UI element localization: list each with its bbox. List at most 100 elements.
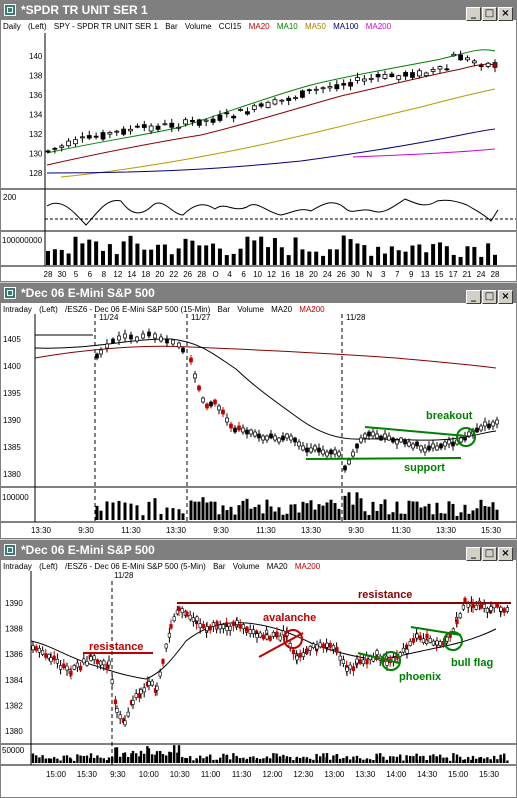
volume-bar <box>265 756 269 763</box>
time-tick-label: 13:30 <box>31 526 52 535</box>
volume-bar <box>379 504 383 520</box>
volume-bar <box>245 758 249 763</box>
volume-bar <box>266 247 271 265</box>
price-bar-body <box>231 115 237 119</box>
price-bar-body <box>277 437 281 443</box>
price-bar-body <box>86 135 92 139</box>
volume-bar <box>165 507 169 520</box>
price-bar-body <box>265 435 269 441</box>
time-tick-label: 13:30 <box>301 526 322 535</box>
close-button[interactable]: × <box>498 547 513 561</box>
volume-bar <box>115 747 119 763</box>
price-bar-body <box>162 123 168 126</box>
price-bar-body <box>321 643 326 649</box>
volume-bar <box>255 757 259 763</box>
volume-bar <box>128 235 133 265</box>
price-bar-body <box>221 409 225 415</box>
ma200-label: MA200 <box>294 562 321 571</box>
price-bar-body <box>203 119 209 122</box>
price-bar-body <box>499 606 503 612</box>
price-bar-body <box>285 433 289 439</box>
price-bar-body <box>79 136 85 139</box>
price-bar-body <box>213 399 217 405</box>
date-tick-label: 4 <box>227 270 232 279</box>
price-bar-body <box>471 60 477 64</box>
volume-bar <box>281 514 285 520</box>
price-bar-body <box>313 445 317 451</box>
volume-bar <box>65 755 69 763</box>
es-5min-chart-window[interactable]: *Dec 06 E-Mini S&P 500 _ □ × Intraday (Lef… <box>0 540 517 798</box>
window-titlebar[interactable]: *SPDR TR UNIT SER 1 _ □ × <box>1 1 516 21</box>
price-bar-body <box>258 103 264 107</box>
minimize-button[interactable]: _ <box>466 7 481 21</box>
price-bar-body <box>415 633 419 639</box>
price-bar-body <box>217 114 223 121</box>
volume-bar <box>467 513 471 520</box>
volume-bar <box>317 504 321 520</box>
price-bar-body <box>391 437 395 443</box>
price-bar-body <box>301 652 306 657</box>
volume-bar <box>403 251 408 265</box>
price-bar-body <box>281 630 286 636</box>
price-tick-label: 140 <box>29 52 43 61</box>
volume-bar <box>135 505 139 520</box>
es5-chart-area[interactable]: 11/28 1390 1388 1386 1384 1382 1380 50000 res… <box>1 541 516 797</box>
close-button[interactable]: × <box>498 290 513 304</box>
price-tick-label: 1395 <box>3 389 21 398</box>
resistance-left-label: resistance <box>89 641 143 653</box>
breakout-circle <box>456 427 476 447</box>
price-bar-body <box>93 135 99 138</box>
volume-bar <box>217 248 222 265</box>
minimize-button[interactable]: _ <box>466 290 481 304</box>
volume-bar <box>185 758 189 763</box>
volume-tick-label: 50000 <box>2 746 25 755</box>
price-bar-body <box>235 620 239 625</box>
price-bar-body <box>437 66 443 70</box>
window-titlebar[interactable]: *Dec 06 E-Mini S&P 500 _ □ × <box>1 284 516 304</box>
date-tick-label: 26 <box>337 270 346 279</box>
date-tick-label: 18 <box>141 270 150 279</box>
volume-bar <box>387 514 391 520</box>
es-15min-chart-window[interactable]: *Dec 06 E-Mini S&P 500 _ □ × Intraday (Lef… <box>0 283 517 539</box>
volume-bar <box>229 759 232 763</box>
price-bar-body <box>59 145 65 148</box>
maximize-button[interactable]: □ <box>482 547 497 561</box>
minimize-button[interactable]: _ <box>466 547 481 561</box>
volume-bar <box>483 506 487 520</box>
volume-bar <box>142 249 147 265</box>
volume-bar <box>499 758 503 763</box>
price-bar-body <box>478 65 484 67</box>
price-bar-body <box>365 659 369 665</box>
volume-bar <box>285 756 289 763</box>
window-titlebar[interactable]: *Dec 06 E-Mini S&P 500 _ □ × <box>1 541 516 561</box>
price-bar-body <box>113 699 117 705</box>
date-tick-label: 14 <box>127 270 136 279</box>
volume-bar <box>371 501 375 520</box>
price-bar-body <box>268 636 272 641</box>
price-bar-body <box>225 626 229 631</box>
volume-bar <box>269 506 273 520</box>
volume-bar <box>232 753 235 763</box>
volume-bar <box>190 240 195 265</box>
price-bar-body <box>471 603 475 608</box>
price-bar-body <box>221 624 226 629</box>
price-bar-body <box>430 69 436 72</box>
price-bar-body <box>333 449 337 455</box>
volume-bar <box>463 759 467 763</box>
volume-bar <box>261 513 265 520</box>
spy-daily-chart-window[interactable]: *SPDR TR UNIT SER 1 _ □ × Daily (Left) SPY… <box>0 0 517 282</box>
price-bar-body <box>72 665 76 670</box>
volume-bar <box>301 501 305 520</box>
es15-chart-area[interactable]: 11/24 11/27 11/28 1405 1400 1395 1390 1385 13… <box>1 284 516 538</box>
price-bar-body <box>169 122 175 128</box>
maximize-button[interactable]: □ <box>482 7 497 21</box>
volume-bar <box>205 756 209 763</box>
close-button[interactable]: × <box>498 7 513 21</box>
volume-bar <box>389 756 392 763</box>
time-tick-label: 9:30 <box>348 526 364 535</box>
volume-bar <box>405 760 409 763</box>
volume-bar <box>329 499 333 520</box>
symbol-label: /ESZ6 - Dec 06 E-Mini S&P 500 (15-Min) <box>65 305 211 314</box>
maximize-button[interactable]: □ <box>482 290 497 304</box>
